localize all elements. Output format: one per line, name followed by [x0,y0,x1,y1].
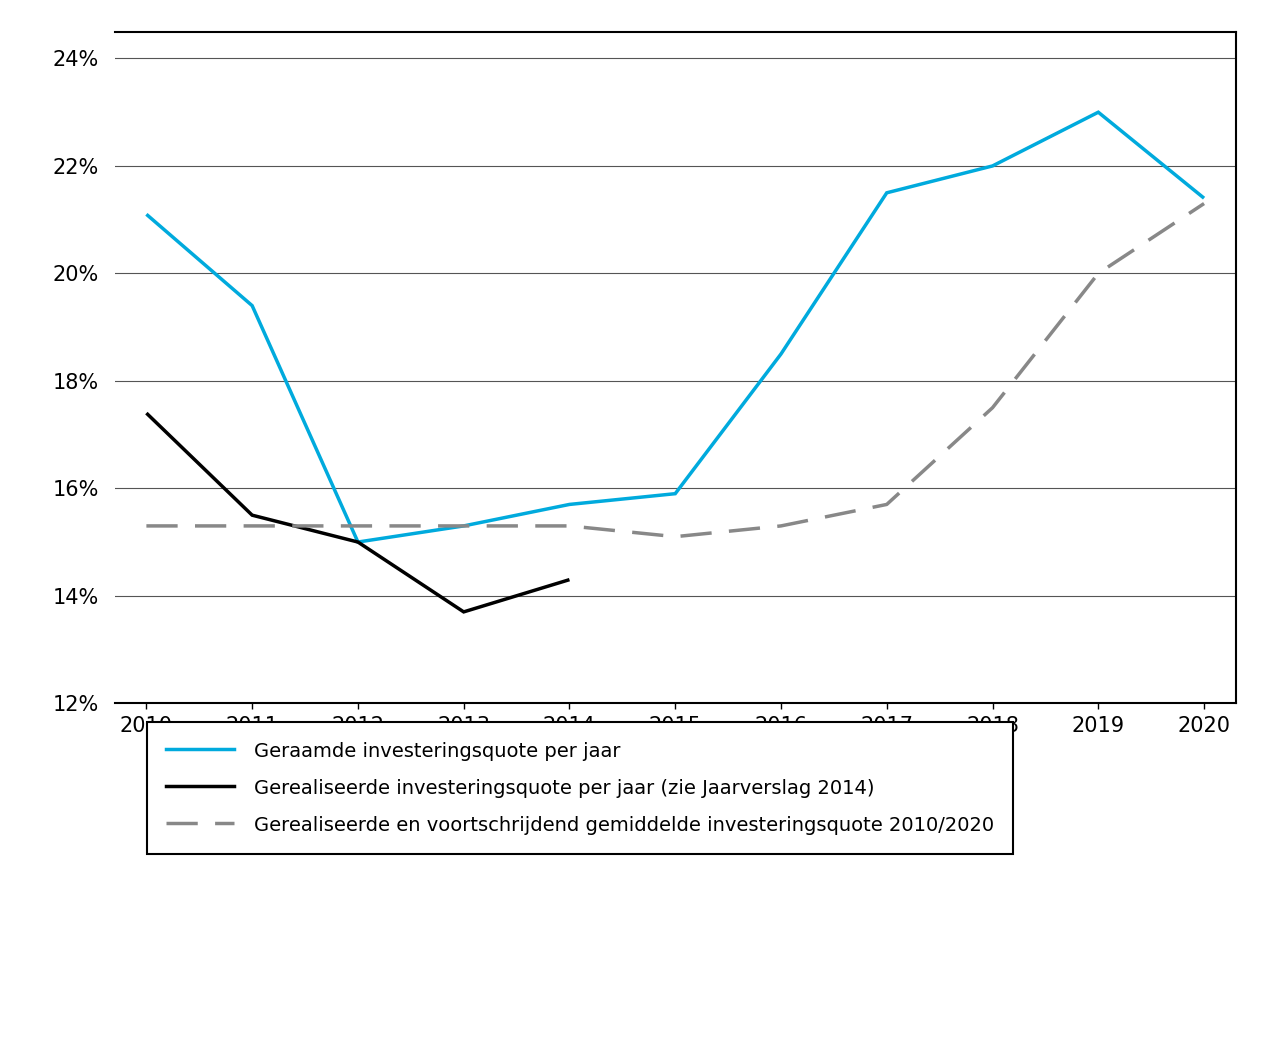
Legend: Geraamde investeringsquote per jaar, Gerealiseerde investeringsquote per jaar (z: Geraamde investeringsquote per jaar, Ger… [147,722,1013,854]
